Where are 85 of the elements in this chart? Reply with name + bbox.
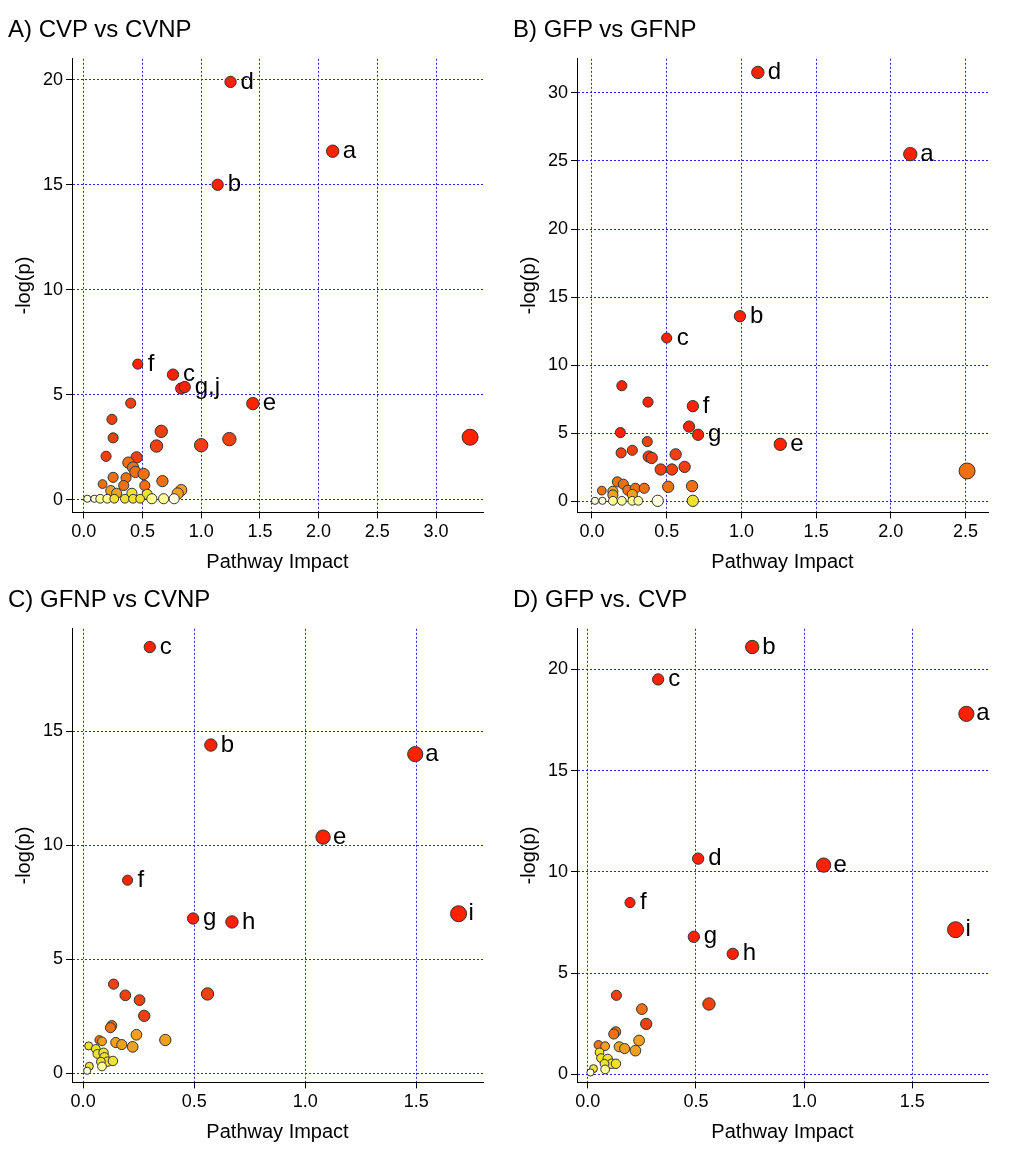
chart-title: C) GFNP vs CVNP bbox=[8, 585, 211, 613]
y-tick-label: 15 bbox=[547, 759, 569, 780]
annotation: d bbox=[240, 66, 254, 94]
chart-title: D) GFP vs. CVP bbox=[513, 585, 688, 613]
y-tick-label: 10 bbox=[42, 834, 64, 855]
annotation: a bbox=[342, 135, 357, 163]
annotation: c bbox=[159, 631, 172, 659]
y-tick-label: 10 bbox=[547, 860, 569, 881]
y-tick-label: 0 bbox=[558, 1063, 569, 1084]
x-tick-label: 2.0 bbox=[306, 521, 332, 542]
annotation: b bbox=[227, 169, 241, 197]
y-axis-title: -log(p) bbox=[516, 256, 539, 315]
annotation: c bbox=[668, 664, 681, 692]
x-tick-label: 3.0 bbox=[423, 521, 449, 542]
annotation: d bbox=[708, 843, 722, 871]
annotation: i bbox=[965, 914, 971, 942]
x-tick-label: 1.0 bbox=[188, 521, 214, 542]
annotation: f bbox=[137, 864, 145, 892]
annotation: e bbox=[833, 849, 847, 877]
annotation: c bbox=[183, 359, 195, 387]
annotation: i bbox=[468, 898, 474, 926]
x-tick-label: 1.5 bbox=[403, 1091, 429, 1112]
y-tick-label: 20 bbox=[547, 658, 569, 679]
x-tick-label: 1.0 bbox=[728, 521, 754, 542]
annotation: e bbox=[262, 388, 277, 416]
x-axis-title: Pathway Impact bbox=[711, 1119, 855, 1142]
y-axis-title: -log(p) bbox=[516, 826, 539, 885]
x-tick-label: 0.0 bbox=[71, 521, 97, 542]
x-tick-label: 2.5 bbox=[364, 521, 390, 542]
x-tick-label: 0.0 bbox=[575, 1091, 601, 1112]
x-axis-title: Pathway Impact bbox=[711, 549, 855, 572]
annotation: f bbox=[640, 887, 648, 915]
chart-title: A) CVP vs CVNP bbox=[8, 15, 192, 43]
annotation: g bbox=[708, 419, 722, 447]
y-tick-label: 25 bbox=[547, 149, 569, 170]
annotation: f bbox=[147, 348, 155, 376]
annotation: e bbox=[333, 821, 347, 849]
y-tick-label: 30 bbox=[547, 81, 569, 102]
annotation: d bbox=[767, 57, 782, 85]
x-tick-label: 0.0 bbox=[70, 1091, 96, 1112]
x-tick-label: 0.5 bbox=[129, 521, 155, 542]
x-tick-label: 2.5 bbox=[953, 521, 979, 542]
annotation: b bbox=[762, 631, 776, 659]
annotation: g,j bbox=[194, 371, 221, 399]
y-tick-label: 5 bbox=[53, 383, 64, 404]
y-tick-label: 0 bbox=[53, 1062, 64, 1083]
annotation: b bbox=[220, 729, 235, 757]
annotation: a bbox=[425, 738, 440, 766]
y-tick-label: 20 bbox=[547, 218, 569, 239]
x-tick-label: 0.5 bbox=[654, 521, 680, 542]
x-tick-label: 1.5 bbox=[803, 521, 829, 542]
y-tick-label: 5 bbox=[558, 962, 569, 983]
x-tick-label: 1.0 bbox=[791, 1091, 817, 1112]
annotation: h bbox=[742, 938, 757, 966]
annotation: a bbox=[976, 698, 991, 726]
y-axis-title: -log(p) bbox=[11, 256, 34, 315]
y-tick-label: 0 bbox=[53, 488, 64, 509]
y-tick-label: 0 bbox=[558, 490, 569, 511]
annotation: a bbox=[920, 138, 935, 166]
y-tick-label: 15 bbox=[42, 173, 64, 194]
annotation: c bbox=[676, 322, 689, 350]
x-axis-title: Pathway Impact bbox=[206, 1119, 350, 1142]
y-tick-label: 20 bbox=[42, 68, 64, 89]
x-tick-label: 1.5 bbox=[899, 1091, 925, 1112]
x-tick-label: 0.0 bbox=[579, 521, 605, 542]
x-tick-label: 1.5 bbox=[247, 521, 273, 542]
x-axis-title: Pathway Impact bbox=[206, 549, 350, 572]
x-tick-label: 2.0 bbox=[878, 521, 904, 542]
chart-title: B) GFP vs GFNP bbox=[513, 15, 697, 43]
x-tick-label: 1.0 bbox=[292, 1091, 318, 1112]
y-tick-label: 5 bbox=[53, 948, 64, 969]
x-tick-label: 0.5 bbox=[683, 1091, 709, 1112]
y-axis-title: -log(p) bbox=[11, 826, 34, 885]
annotation: g bbox=[703, 921, 718, 949]
y-tick-label: 10 bbox=[547, 354, 569, 375]
y-tick-label: 15 bbox=[42, 720, 64, 741]
annotation: b bbox=[749, 300, 764, 328]
annotation: g bbox=[203, 903, 217, 931]
annotation: h bbox=[241, 906, 256, 934]
y-tick-label: 15 bbox=[547, 286, 569, 307]
x-tick-label: 0.5 bbox=[181, 1091, 207, 1112]
y-tick-label: 10 bbox=[42, 278, 64, 299]
annotation: f bbox=[702, 390, 710, 418]
y-tick-label: 5 bbox=[558, 422, 569, 443]
annotation: e bbox=[790, 428, 804, 456]
